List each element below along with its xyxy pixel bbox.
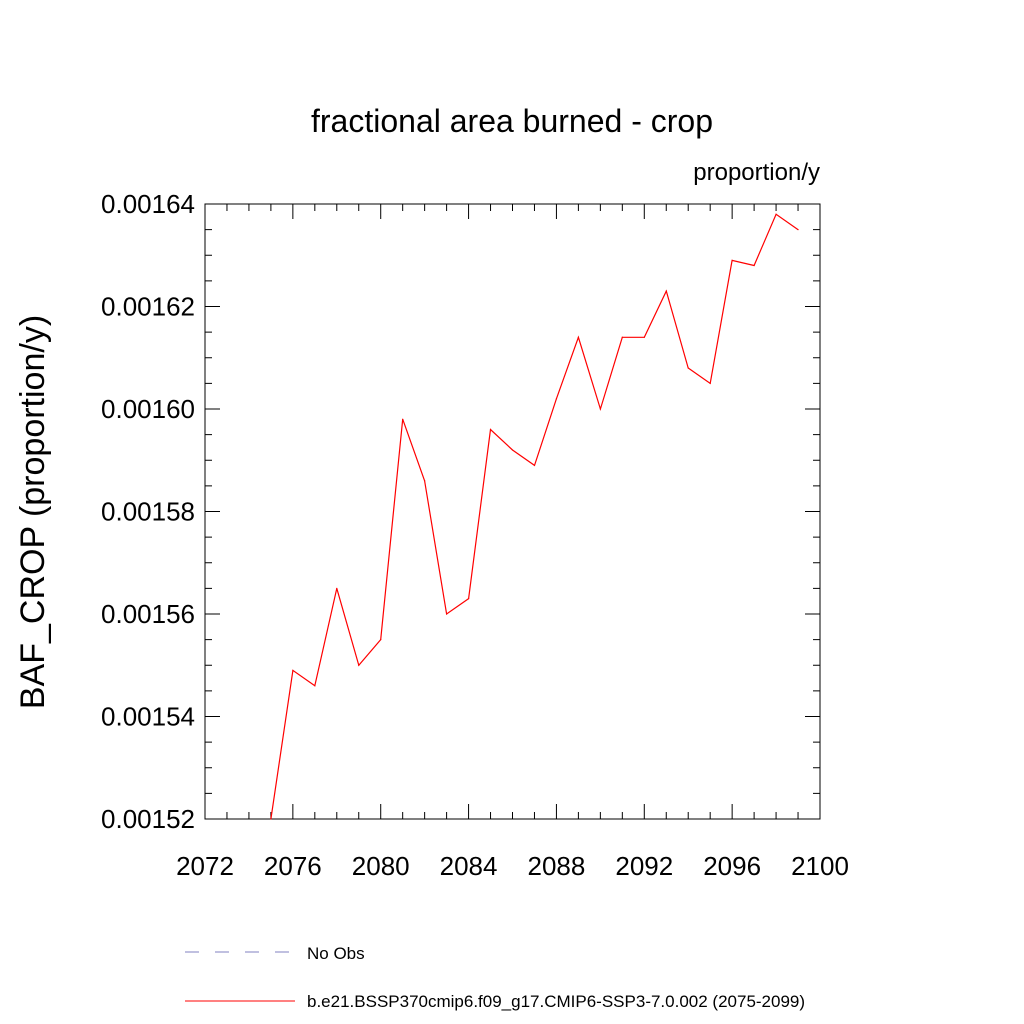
x-tick-label: 2088 (528, 851, 586, 881)
data-point (643, 336, 645, 338)
data-point (489, 428, 492, 431)
data-point (533, 464, 536, 466)
y-tick-label: 0.00164 (101, 189, 195, 219)
data-point (358, 664, 360, 666)
data-point (467, 598, 470, 600)
axes: 2072 2076 2080 2084 2088 2092 2096 2100 0.00152 0… (101, 189, 849, 881)
data-point (731, 259, 733, 261)
data-point (336, 587, 338, 589)
data-point (511, 449, 514, 451)
y-tick-label: 0.00152 (101, 804, 195, 834)
series-layer (270, 213, 799, 820)
x-tick-label: 2096 (703, 851, 761, 881)
data-point (380, 639, 382, 641)
legend: No Obs b.e21.BSSP370cmip6.f09_g17.CMIP6-… (185, 944, 805, 1011)
data-point (424, 480, 426, 482)
y-tick-label: 0.00162 (101, 292, 195, 322)
y-tick-label: 0.00160 (101, 394, 195, 424)
data-point (577, 336, 579, 338)
y-tick-label: 0.00154 (101, 702, 195, 732)
data-point (292, 669, 294, 671)
legend-label-model: b.e21.BSSP370cmip6.f09_g17.CMIP6-SSP3-7.… (307, 992, 805, 1011)
data-point (599, 408, 601, 410)
x-tick-label: 2080 (352, 851, 410, 881)
data-point (687, 367, 689, 369)
data-point (797, 229, 799, 231)
chart-title: fractional area burned - crop (311, 103, 713, 139)
data-point (665, 290, 667, 292)
data-point (270, 818, 272, 820)
data-point (446, 613, 448, 615)
data-point (775, 213, 777, 215)
data-point (555, 398, 558, 400)
x-tick-label: 2072 (176, 851, 234, 881)
data-point (753, 264, 755, 267)
y-tick-label: 0.00158 (101, 497, 195, 527)
plot-frame (204, 203, 821, 820)
y-axis-label: BAF_CROP (proportion/y) (14, 315, 52, 709)
data-point (621, 336, 623, 338)
data-point (314, 685, 316, 687)
data-point (709, 382, 711, 384)
x-tick-label: 2076 (264, 851, 322, 881)
legend-label-no-obs: No Obs (307, 944, 365, 963)
data-point (402, 418, 404, 420)
series-line (270, 213, 799, 820)
x-tick-label: 2100 (791, 851, 849, 881)
x-tick-label: 2084 (440, 851, 498, 881)
y-tick-label: 0.00156 (101, 599, 195, 629)
units-label: proportion/y (693, 159, 820, 186)
x-tick-label: 2092 (615, 851, 673, 881)
